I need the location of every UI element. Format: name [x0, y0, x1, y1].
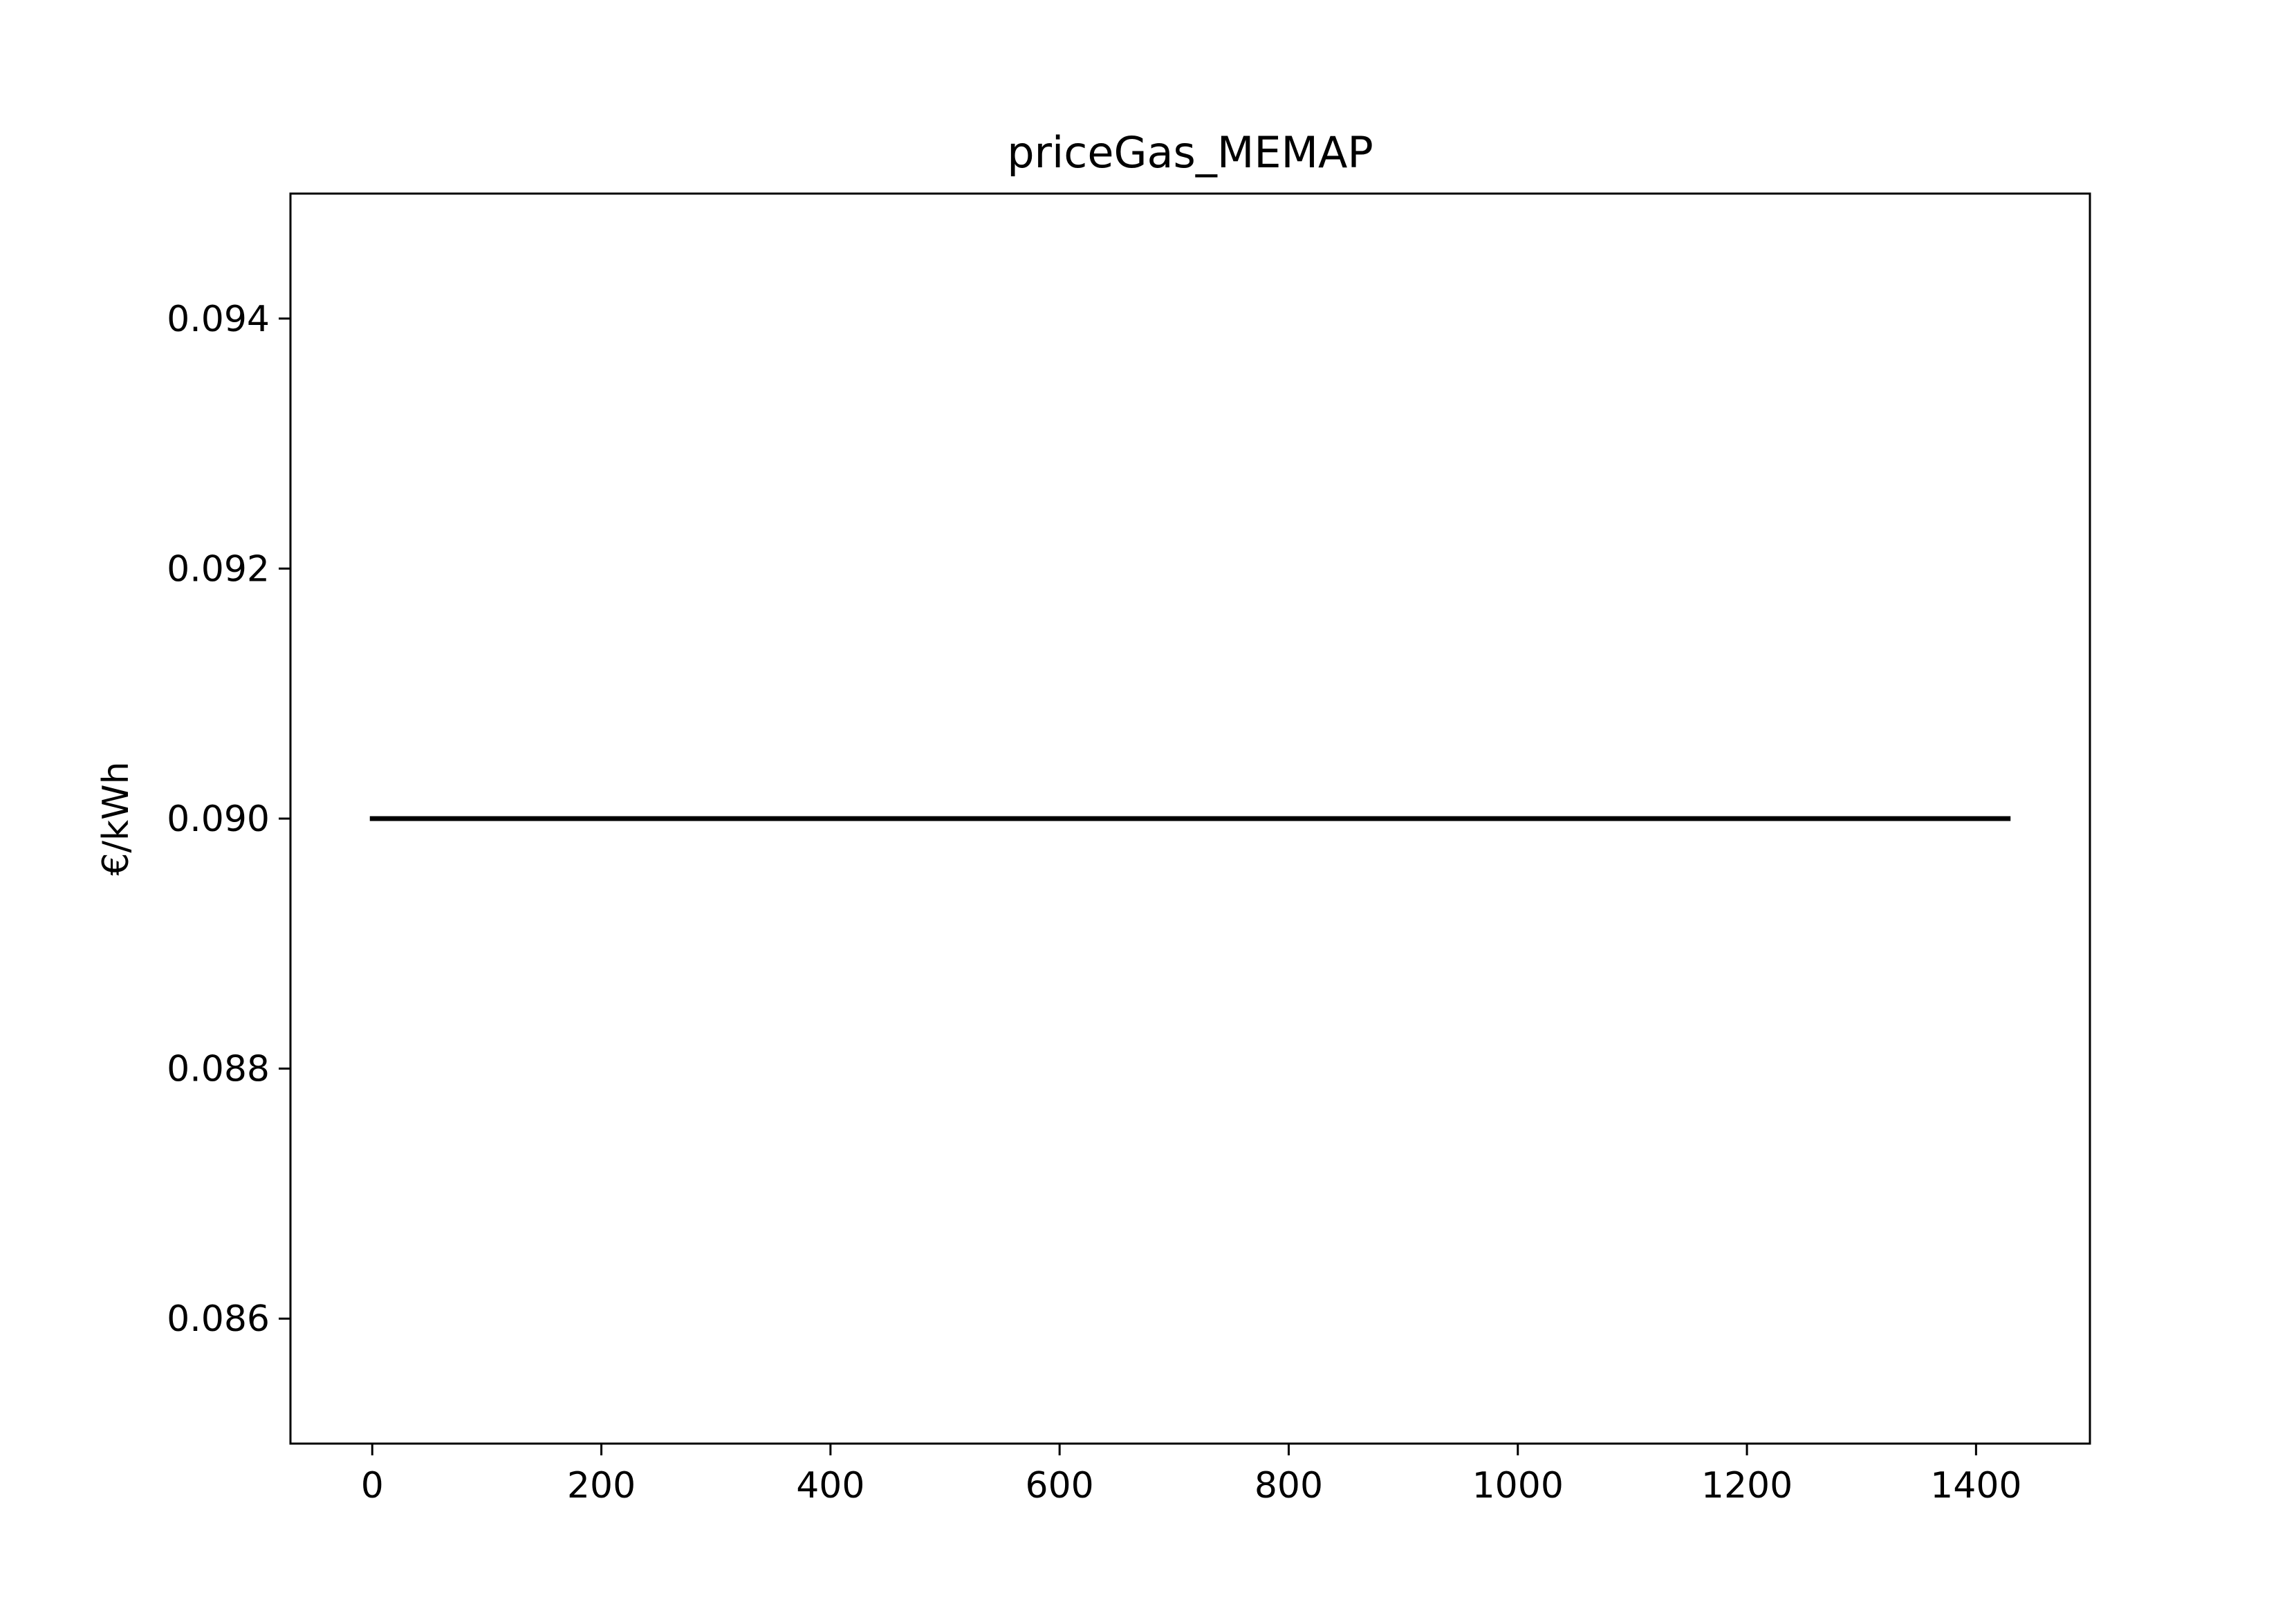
- x-tick-label: 800: [1255, 1465, 1323, 1507]
- x-tick-label: 200: [567, 1465, 636, 1507]
- x-tick-label: 0: [361, 1465, 384, 1507]
- y-tick-label: 0.094: [167, 299, 270, 340]
- chart-title: priceGas_MEMAP: [1007, 127, 1373, 178]
- y-axis-ticks: 0.086 0.088 0.090 0.092 0.094: [167, 299, 290, 1340]
- y-tick-label: 0.092: [167, 548, 270, 590]
- plot-frame: [289, 192, 2091, 1445]
- y-tick-label: 0.088: [167, 1049, 270, 1090]
- x-tick-label: 400: [796, 1465, 864, 1507]
- x-tick-label: 1200: [1701, 1465, 1793, 1507]
- x-tick-label: 1000: [1472, 1465, 1564, 1507]
- y-tick-label: 0.090: [167, 799, 270, 840]
- x-axis-ticks: 0 200 400 600 800 1000 1200 1400: [361, 1444, 2022, 1507]
- x-tick-label: 600: [1026, 1465, 1094, 1507]
- x-tick-label: 1400: [1930, 1465, 2021, 1507]
- y-tick-label: 0.086: [167, 1298, 270, 1340]
- y-axis-title: €/kWh: [95, 761, 137, 875]
